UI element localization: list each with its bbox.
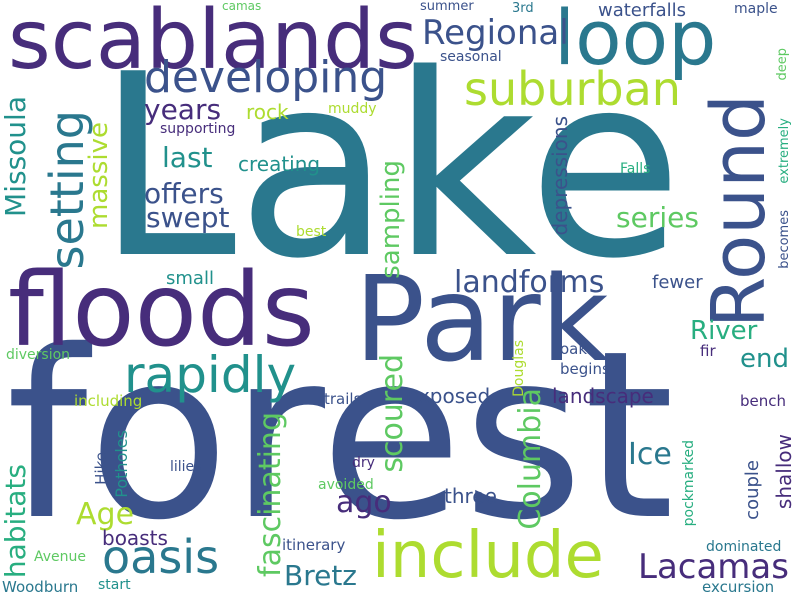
word-including: including bbox=[74, 392, 143, 410]
word-sampling: sampling bbox=[376, 160, 406, 279]
word-camas: camas bbox=[222, 0, 262, 13]
word-deep: deep bbox=[775, 48, 790, 81]
word-landforms: landforms bbox=[454, 265, 605, 300]
word-waterfalls: waterfalls bbox=[598, 0, 687, 21]
word-fir: fir bbox=[700, 342, 716, 360]
word-shallow: shallow bbox=[772, 434, 796, 510]
word-three: three bbox=[444, 484, 497, 508]
word-age: Age bbox=[76, 497, 135, 532]
word-massive: massive bbox=[84, 122, 114, 229]
word-boasts: boasts bbox=[102, 526, 168, 550]
word-regional: Regional bbox=[422, 13, 569, 53]
word-round: Round bbox=[696, 94, 782, 329]
word-columbia: Columbia bbox=[513, 388, 548, 530]
word-dominated: dominated bbox=[706, 539, 782, 555]
word-series: series bbox=[616, 201, 699, 234]
word-rock: rock bbox=[246, 100, 289, 124]
word-ago: ago bbox=[336, 485, 392, 520]
word-bretz: Bretz bbox=[284, 559, 358, 592]
word-hike: Hike bbox=[92, 452, 110, 485]
word-avoided: avoided bbox=[318, 477, 374, 493]
word-landscape: landscape bbox=[552, 384, 654, 408]
word-start: start bbox=[98, 577, 131, 593]
word-include: include bbox=[372, 519, 604, 593]
word-exposed: exposed bbox=[406, 384, 491, 408]
word-lilies: lilies bbox=[170, 459, 202, 475]
word-falls: Falls bbox=[620, 161, 651, 177]
word-oaks: oaks bbox=[560, 340, 595, 358]
word-muddy: muddy bbox=[328, 101, 377, 117]
word-douglas: Douglas bbox=[511, 340, 527, 397]
word-3rd: 3rd bbox=[512, 1, 534, 16]
word-potholes: Potholes bbox=[112, 430, 131, 498]
word-oasis: oasis bbox=[102, 530, 220, 584]
word-scoured: scoured bbox=[375, 354, 410, 473]
word-missoula: Missoula bbox=[0, 96, 32, 217]
word-rapidly: rapidly bbox=[124, 346, 297, 404]
word-loop: loop bbox=[554, 0, 717, 82]
word-extremely: extremely bbox=[777, 118, 792, 184]
word-lacamas: Lacamas bbox=[638, 547, 789, 587]
word-begins: begins bbox=[560, 360, 610, 378]
word-depressions: depressions bbox=[548, 116, 572, 236]
word-ice: Ice bbox=[628, 437, 672, 472]
word-park: Park bbox=[354, 250, 610, 388]
word-seasonal: seasonal bbox=[440, 49, 502, 65]
word-end: end bbox=[740, 344, 789, 374]
word-small: small bbox=[166, 268, 214, 289]
word-fewer: fewer bbox=[652, 272, 703, 293]
word-diversion: diversion bbox=[6, 347, 71, 363]
word-floods: floods bbox=[8, 251, 315, 370]
word-pockmarked: pockmarked bbox=[681, 440, 697, 527]
word-suburban: suburban bbox=[464, 62, 681, 116]
word-last: last bbox=[162, 141, 213, 174]
word-swept: swept bbox=[146, 201, 230, 234]
word-itinerary: itinerary bbox=[282, 536, 346, 554]
word-river: River bbox=[690, 316, 758, 346]
word-excursion: excursion bbox=[702, 578, 775, 596]
word-habitats: habitats bbox=[0, 464, 32, 579]
word-couple: couple bbox=[742, 460, 763, 520]
word-woodburn: Woodburn bbox=[2, 578, 79, 596]
word-summer: summer bbox=[420, 0, 474, 14]
word-developing: developing bbox=[144, 52, 388, 103]
word-creating: creating bbox=[238, 152, 321, 176]
word-becomes: becomes bbox=[777, 210, 792, 269]
word-supporting: supporting bbox=[160, 121, 236, 137]
word-years: years bbox=[144, 93, 222, 126]
word-lake: Lake bbox=[96, 21, 683, 314]
word-trails: trails bbox=[324, 390, 362, 408]
word-best: best bbox=[296, 224, 327, 240]
word-scablands: scablands bbox=[8, 0, 418, 88]
word-forest: forest bbox=[6, 301, 675, 571]
word-offers: offers bbox=[144, 177, 224, 210]
word-maple: maple bbox=[734, 1, 778, 17]
word-dry: dry bbox=[352, 455, 375, 471]
word-bench: bench bbox=[740, 392, 787, 410]
word-avenue: Avenue bbox=[34, 549, 87, 565]
